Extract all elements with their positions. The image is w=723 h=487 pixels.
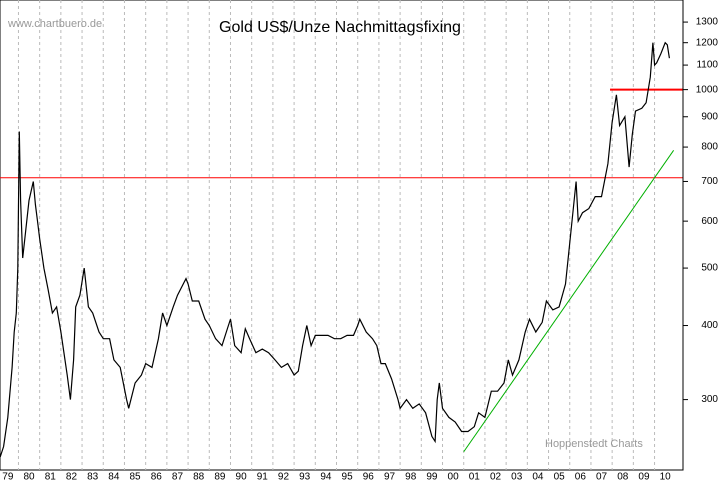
x-tick-label: 99	[426, 472, 438, 482]
x-tick-label: 89	[214, 472, 226, 482]
x-tick-label: 93	[299, 472, 311, 482]
x-tick-label: 05	[554, 472, 566, 482]
x-tick-label: 95	[342, 472, 354, 482]
x-tick-label: 87	[172, 472, 184, 482]
marks	[0, 41, 683, 458]
x-tick-label: 02	[490, 472, 502, 482]
y-tick-label: 600	[701, 216, 718, 227]
plot-area	[0, 0, 684, 471]
y-tick-label: 1300	[696, 17, 719, 28]
x-tick-label: 83	[87, 472, 99, 482]
x-tick-label: 98	[405, 472, 417, 482]
x-tick-label: 08	[617, 472, 629, 482]
trend-line	[463, 150, 675, 453]
x-tick-label: 80	[23, 472, 35, 482]
x-tick-label: 81	[45, 472, 57, 482]
chart-title: Gold US$/Unze Nachmittagsfixing	[219, 19, 461, 36]
x-tick-label: 84	[108, 472, 120, 482]
y-tick-label: 300	[701, 394, 718, 405]
x-tick-label: 06	[575, 472, 587, 482]
y-tick-label: 700	[701, 176, 718, 187]
x-tick-label: 91	[257, 472, 269, 482]
y-tick-label: 1000	[696, 84, 719, 95]
watermark: www.chartbuero.de	[7, 18, 102, 30]
x-tick-label: 03	[511, 472, 523, 482]
price-line	[0, 41, 670, 458]
y-tick-label: 1100	[696, 60, 718, 71]
x-tick-label: 79	[2, 472, 14, 482]
x-tick-label: 86	[151, 472, 163, 482]
x-tick-label: 88	[193, 472, 205, 482]
x-tick-label: 96	[363, 472, 375, 482]
x-tick-label: 04	[532, 472, 544, 482]
y-tick-label: 500	[701, 263, 718, 274]
y-tick-label: 400	[701, 320, 718, 331]
x-tick-label: 07	[596, 472, 608, 482]
x-tick-label: 94	[320, 472, 332, 482]
x-tick-label: 82	[66, 472, 78, 482]
x-tick-label: 90	[236, 472, 248, 482]
x-tick-label: 01	[469, 472, 481, 482]
source: Hoppenstedt Charts	[545, 438, 643, 450]
x-tick-label: 92	[278, 472, 290, 482]
x-tick-label: 10	[660, 472, 672, 482]
y-tick-label: 900	[701, 111, 718, 122]
y-tick-label: 1200	[696, 37, 719, 48]
x-tick-label: 09	[638, 472, 650, 482]
x-tick-label: 85	[130, 472, 142, 482]
grid	[17, 0, 656, 470]
x-tick-label: 97	[384, 472, 396, 482]
x-tick-label: 00	[448, 472, 460, 482]
y-tick-label: 800	[701, 142, 718, 153]
